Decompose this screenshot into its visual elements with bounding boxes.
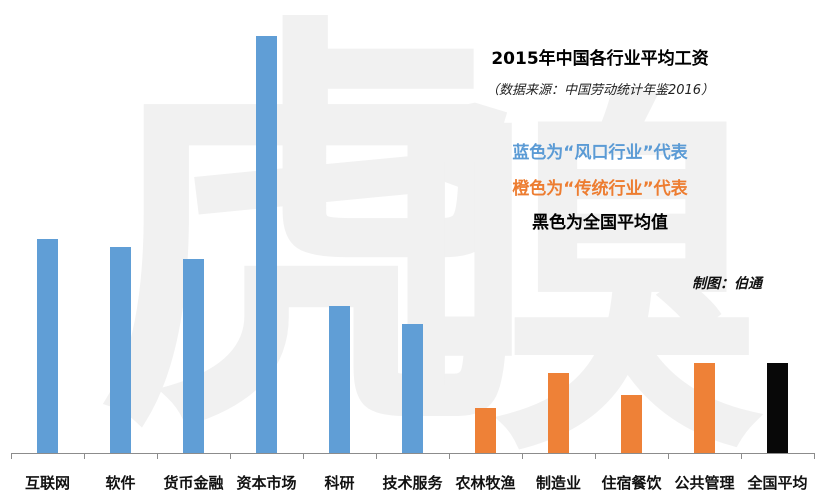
x-tick — [595, 453, 596, 459]
bar-7 — [548, 373, 569, 454]
x-label: 公共管理 — [674, 474, 735, 492]
legend-blue: 蓝色为“风口行业”代表 — [512, 143, 688, 163]
x-tick — [303, 453, 304, 459]
x-tick — [741, 453, 742, 459]
x-label: 制造业 — [535, 474, 581, 492]
x-tick — [376, 453, 377, 459]
x-tick — [230, 453, 231, 459]
chart-subtitle: （数据来源：中国劳动统计年鉴2016） — [485, 83, 715, 98]
bar-4 — [329, 306, 350, 454]
bar-8 — [621, 395, 642, 454]
bar-2 — [183, 259, 204, 454]
bar-3 — [256, 36, 277, 454]
bar-5 — [402, 324, 423, 454]
x-tick — [11, 453, 12, 459]
x-label: 软件 — [105, 474, 136, 492]
x-tick — [668, 453, 669, 459]
x-label: 全国平均 — [747, 474, 808, 492]
legend-orange: 橙色为“传统行业”代表 — [512, 179, 688, 199]
x-axis — [11, 453, 814, 454]
bar-9 — [694, 363, 715, 454]
x-tick — [84, 453, 85, 459]
x-label: 农林牧渔 — [455, 474, 516, 492]
x-label: 技术服务 — [382, 474, 443, 492]
chart-title: 2015年中国各行业平均工资 — [491, 49, 709, 69]
bar-10 — [767, 363, 788, 454]
x-label: 互联网 — [24, 474, 70, 492]
legend-black: 黑色为全国平均值 — [532, 213, 668, 233]
bar-1 — [110, 247, 131, 454]
x-tick — [522, 453, 523, 459]
bar-6 — [475, 408, 496, 454]
x-tick — [449, 453, 450, 459]
x-tick — [157, 453, 158, 459]
x-label: 货币金融 — [163, 474, 224, 492]
chart-credit: 制图：伯通 — [692, 276, 762, 292]
x-label: 科研 — [324, 474, 355, 492]
bar-0 — [37, 239, 58, 454]
x-label: 资本市场 — [236, 474, 297, 492]
x-label: 住宿餐饮 — [601, 474, 662, 492]
watermark-char-1: 虎 — [95, 0, 525, 485]
x-tick — [814, 453, 815, 459]
